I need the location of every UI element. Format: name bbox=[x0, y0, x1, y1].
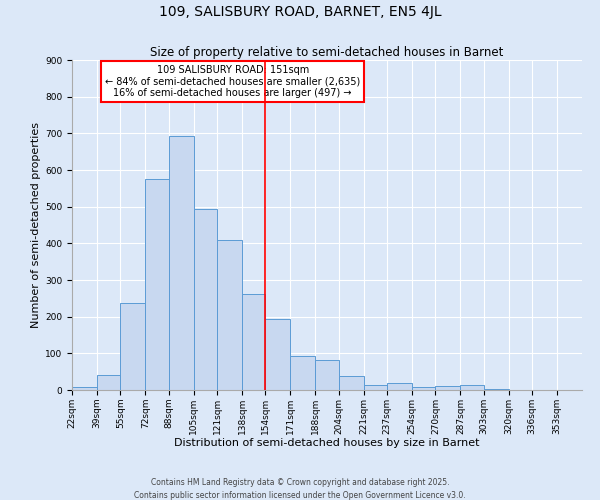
Bar bbox=[145, 179, 169, 390]
Bar bbox=[412, 388, 436, 390]
Bar bbox=[387, 382, 412, 390]
Title: Size of property relative to semi-detached houses in Barnet: Size of property relative to semi-detach… bbox=[151, 46, 503, 59]
Bar bbox=[194, 209, 217, 390]
Bar bbox=[315, 360, 339, 390]
Bar bbox=[121, 302, 145, 390]
Text: 109, SALISBURY ROAD, BARNET, EN5 4JL: 109, SALISBURY ROAD, BARNET, EN5 4JL bbox=[158, 5, 442, 19]
Y-axis label: Number of semi-detached properties: Number of semi-detached properties bbox=[31, 122, 41, 328]
Text: Contains HM Land Registry data © Crown copyright and database right 2025.
Contai: Contains HM Land Registry data © Crown c… bbox=[134, 478, 466, 500]
X-axis label: Distribution of semi-detached houses by size in Barnet: Distribution of semi-detached houses by … bbox=[174, 438, 480, 448]
Bar bbox=[339, 376, 364, 390]
Bar bbox=[217, 240, 242, 390]
Bar bbox=[460, 385, 484, 390]
Text: 109 SALISBURY ROAD: 151sqm
← 84% of semi-detached houses are smaller (2,635)
16%: 109 SALISBURY ROAD: 151sqm ← 84% of semi… bbox=[105, 65, 360, 98]
Bar bbox=[265, 318, 290, 390]
Bar bbox=[97, 374, 121, 390]
Bar bbox=[290, 356, 315, 390]
Bar bbox=[436, 386, 460, 390]
Bar bbox=[364, 385, 387, 390]
Bar bbox=[242, 294, 265, 390]
Bar bbox=[72, 387, 97, 390]
Bar bbox=[169, 136, 194, 390]
